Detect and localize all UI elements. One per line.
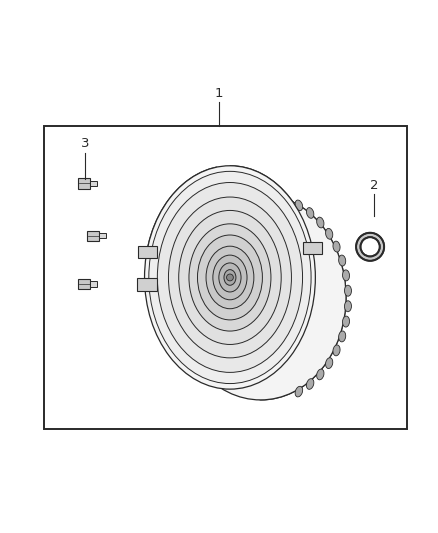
Ellipse shape — [198, 235, 262, 320]
Ellipse shape — [317, 369, 324, 380]
Ellipse shape — [317, 217, 324, 228]
Polygon shape — [230, 166, 346, 400]
Ellipse shape — [189, 224, 271, 331]
Bar — [44, 126, 407, 429]
Ellipse shape — [325, 358, 333, 368]
Ellipse shape — [333, 345, 340, 356]
Polygon shape — [145, 167, 247, 281]
Bar — [303, 242, 322, 254]
Bar — [99, 233, 106, 238]
Text: 2: 2 — [370, 179, 379, 192]
Circle shape — [226, 274, 233, 281]
Ellipse shape — [344, 301, 351, 312]
Bar — [138, 246, 157, 259]
Ellipse shape — [145, 166, 315, 389]
Ellipse shape — [295, 200, 303, 211]
Ellipse shape — [219, 263, 241, 292]
Ellipse shape — [175, 195, 346, 400]
Ellipse shape — [213, 255, 247, 300]
Ellipse shape — [307, 378, 314, 389]
Ellipse shape — [344, 285, 351, 296]
Ellipse shape — [333, 241, 340, 252]
Bar — [90, 181, 97, 186]
Ellipse shape — [206, 246, 254, 309]
Ellipse shape — [325, 229, 333, 239]
Ellipse shape — [149, 171, 311, 384]
Text: 1: 1 — [215, 87, 223, 100]
Bar — [138, 278, 157, 290]
Polygon shape — [356, 233, 384, 261]
Ellipse shape — [343, 270, 350, 281]
Ellipse shape — [339, 331, 346, 342]
Bar — [90, 281, 97, 287]
Ellipse shape — [343, 316, 350, 327]
Ellipse shape — [179, 211, 281, 344]
Bar — [78, 178, 90, 189]
Ellipse shape — [295, 386, 303, 397]
Bar — [78, 279, 90, 289]
Ellipse shape — [169, 197, 291, 358]
Ellipse shape — [224, 270, 236, 285]
Bar — [87, 231, 99, 241]
Ellipse shape — [157, 182, 303, 373]
Ellipse shape — [307, 208, 314, 219]
Ellipse shape — [339, 255, 346, 266]
Text: 3: 3 — [81, 138, 90, 150]
